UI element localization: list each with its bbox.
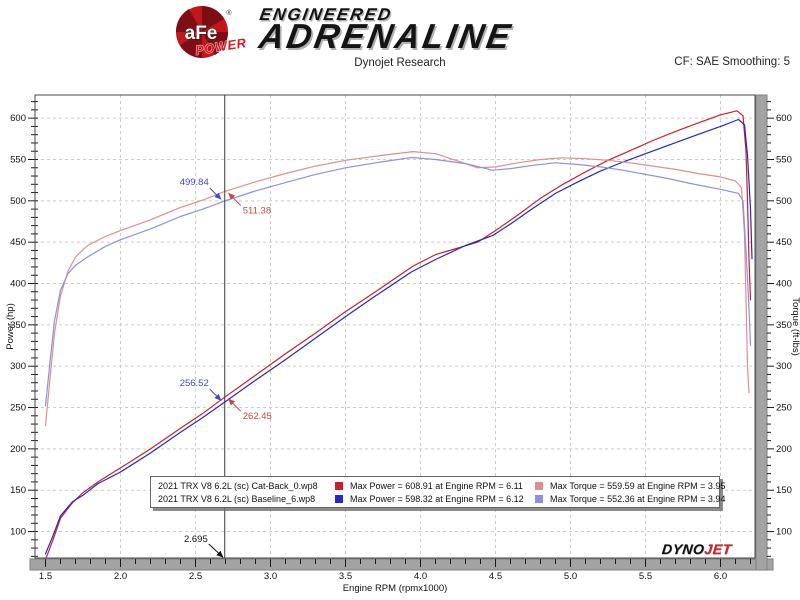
svg-text:550: 550 bbox=[776, 154, 792, 165]
svg-text:400: 400 bbox=[10, 279, 26, 290]
svg-text:250: 250 bbox=[776, 403, 792, 414]
x-axis-title: Engine RPM (rpmx1000) bbox=[343, 583, 448, 594]
svg-text:200: 200 bbox=[10, 444, 26, 455]
legend-max-power: Max Power = 598.32 at Engine RPM = 6.12 bbox=[350, 493, 524, 504]
svg-text:150: 150 bbox=[776, 485, 792, 496]
svg-text:100: 100 bbox=[10, 527, 26, 538]
cursor-value-label: 499.84 bbox=[180, 177, 209, 188]
svg-text:500: 500 bbox=[776, 196, 792, 207]
dynojet-logo-dyno: DYNO bbox=[661, 541, 706, 557]
afe-circle-text: aFe bbox=[185, 23, 218, 44]
series-lines bbox=[44, 110, 753, 561]
chart-legend: 2021 TRX V8 6.2L (sc) Cat-Back_0.wp8 Max … bbox=[150, 476, 725, 508]
legend-row: 2021 TRX V8 6.2L (sc) Cat-Back_0.wp8 Max … bbox=[155, 479, 725, 492]
registered-mark: ® bbox=[226, 9, 232, 17]
cursor-value-label: 256.52 bbox=[180, 378, 209, 389]
svg-text:450: 450 bbox=[10, 237, 26, 248]
svg-text:250: 250 bbox=[10, 403, 26, 414]
svg-text:1.5: 1.5 bbox=[39, 571, 52, 582]
dyno-chart-canvas: 1.5 2.0 2.5 3.0 3.5 4.0 4.5 5.0 5.5 6.0 100 100 150 1… bbox=[5, 94, 800, 594]
dynojet-logo-jet: JET bbox=[703, 541, 733, 557]
tick-labels: 1.5 2.0 2.5 3.0 3.5 4.0 4.5 5.0 5.5 6.0 100 100 150 1… bbox=[10, 113, 792, 582]
svg-text:550: 550 bbox=[10, 154, 26, 165]
cursor-value-label: 511.38 bbox=[243, 205, 271, 216]
afe-power-logo-icon: aFe ® POWER bbox=[175, 6, 246, 58]
svg-text:150: 150 bbox=[10, 485, 26, 496]
svg-text:300: 300 bbox=[776, 361, 792, 372]
series-torque-catback bbox=[44, 150, 750, 427]
svg-text:100: 100 bbox=[776, 527, 792, 538]
right-axis-title: Torque (ft-lbs) bbox=[790, 297, 800, 356]
legend-file-name: 2021 TRX V8 6.2L (sc) Cat-Back_0.wp8 bbox=[158, 480, 318, 491]
axis-bars bbox=[29, 94, 774, 571]
brand-adrenaline-text: ADRENALINE bbox=[256, 17, 516, 56]
svg-text:350: 350 bbox=[776, 320, 792, 331]
cursor-callouts: 499.84 511.38 256.52 262.45 2.695 bbox=[180, 177, 272, 558]
dynojet-logo: DYNOJET bbox=[661, 541, 732, 557]
svg-text:600: 600 bbox=[776, 113, 792, 124]
svg-text:4.5: 4.5 bbox=[489, 571, 502, 582]
legend-max-torque: Max Torque = 552.36 at Engine RPM = 3.94 bbox=[550, 493, 726, 504]
cursor-x-label: 2.695 bbox=[184, 534, 208, 545]
svg-text:5.0: 5.0 bbox=[564, 571, 577, 582]
legend-max-power: Max Power = 608.91 at Engine RPM = 6.11 bbox=[350, 480, 523, 491]
svg-text:500: 500 bbox=[10, 196, 26, 207]
series-power-baseline bbox=[44, 118, 753, 555]
svg-text:3.5: 3.5 bbox=[339, 571, 352, 582]
series-torque-baseline bbox=[44, 156, 752, 407]
svg-text:3.0: 3.0 bbox=[264, 571, 277, 582]
svg-text:300: 300 bbox=[10, 361, 26, 372]
power-series-swatch bbox=[335, 481, 343, 490]
torque-series-swatch bbox=[535, 494, 543, 503]
svg-text:2.0: 2.0 bbox=[114, 571, 127, 582]
svg-text:5.5: 5.5 bbox=[639, 571, 652, 582]
legend-max-torque: Max Torque = 559.59 at Engine RPM = 3.95 bbox=[550, 480, 726, 491]
svg-text:200: 200 bbox=[776, 444, 792, 455]
svg-text:4.0: 4.0 bbox=[414, 571, 427, 582]
correction-smoothing-label: CF: SAE Smoothing: 5 bbox=[674, 56, 790, 68]
chart-subtitle: Dynojet Research bbox=[354, 57, 446, 69]
header: aFe ® POWER ENGINEERED ADRENALINE Dynoje… bbox=[0, 0, 800, 88]
cursor-value-label: 262.45 bbox=[243, 411, 272, 422]
axis-titles: Power (hp) Torque (ft-lbs) Engine RPM (rpm… bbox=[5, 297, 800, 594]
svg-text:450: 450 bbox=[776, 237, 792, 248]
svg-text:2.5: 2.5 bbox=[189, 571, 202, 582]
legend-row: 2021 TRX V8 6.2L (sc) Baseline_6.wp8 Max … bbox=[155, 492, 725, 505]
left-axis-title: Power (hp) bbox=[5, 303, 16, 349]
dyno-chart: 1.5 2.0 2.5 3.0 3.5 4.0 4.5 5.0 5.5 6.0 100 100 150 1… bbox=[0, 88, 800, 600]
svg-text:350: 350 bbox=[10, 320, 26, 331]
svg-text:600: 600 bbox=[10, 113, 26, 124]
series-power-catback bbox=[44, 110, 752, 561]
svg-text:6.0: 6.0 bbox=[714, 571, 727, 582]
legend-file-name: 2021 TRX V8 6.2L (sc) Baseline_6.wp8 bbox=[158, 493, 316, 504]
svg-text:400: 400 bbox=[776, 279, 792, 290]
power-series-swatch bbox=[335, 494, 343, 503]
plot-border bbox=[34, 94, 756, 559]
torque-series-swatch bbox=[535, 481, 543, 490]
